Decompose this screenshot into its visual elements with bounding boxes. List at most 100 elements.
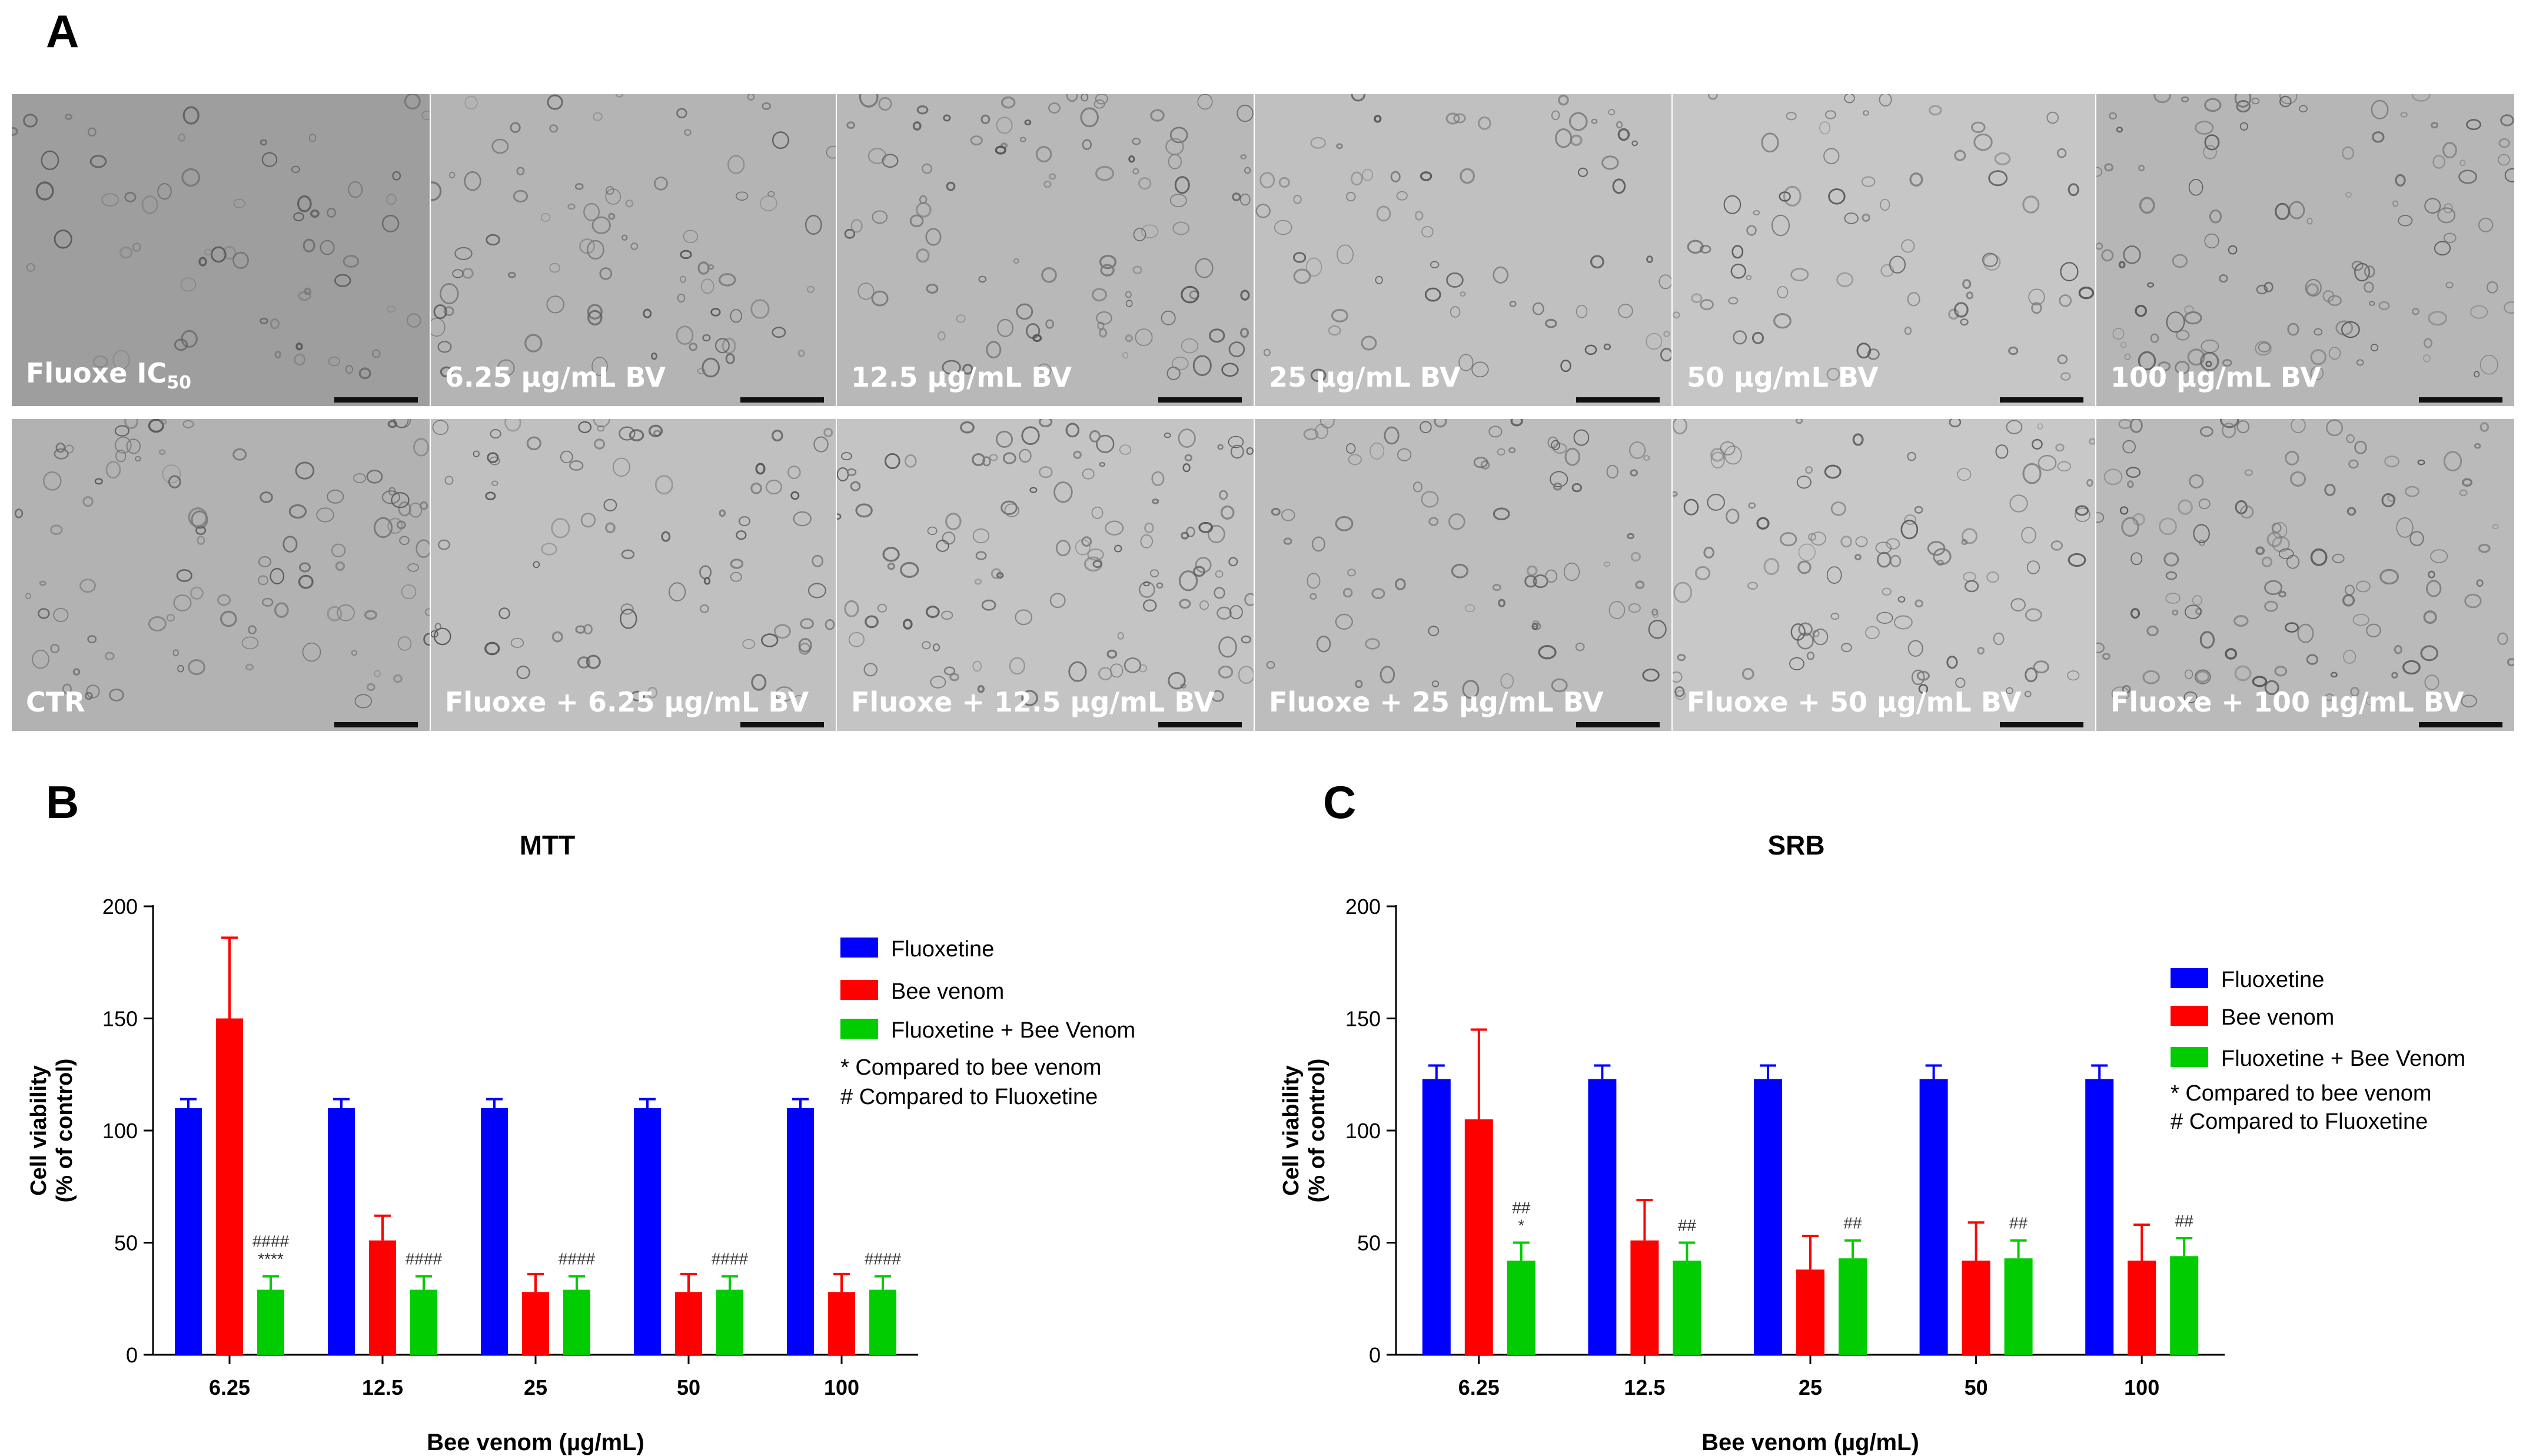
micrograph-image bbox=[837, 419, 1254, 731]
bar bbox=[869, 1289, 896, 1355]
bar bbox=[1796, 1269, 1824, 1355]
micrograph-image bbox=[2096, 94, 2514, 406]
chart-title: MTT bbox=[520, 830, 576, 860]
significance-marker: **** bbox=[258, 1250, 284, 1268]
micrograph-grid: Fluoxe IC50 6.25 µg/mL BV 12.5 µg/mL BV 25 … bbox=[12, 94, 2514, 731]
significance-marker: ## bbox=[1843, 1214, 1862, 1232]
bar bbox=[675, 1292, 702, 1355]
scale-bar bbox=[1576, 397, 1660, 403]
bar bbox=[1588, 1079, 1617, 1355]
y-axis-label: Cell viability bbox=[26, 1065, 51, 1196]
bar bbox=[216, 1018, 243, 1355]
micrograph-image bbox=[1673, 419, 2095, 731]
micrograph-label-text: Fluoxe + 6.25 µg/mL BV bbox=[445, 686, 809, 718]
legend-label: Fluoxetine bbox=[891, 937, 994, 962]
micrograph-label-text: Fluoxe + 50 µg/mL BV bbox=[1687, 686, 2022, 718]
micrograph-label-text: Fluoxe + 12.5 µg/mL BV bbox=[851, 686, 1215, 718]
x-tick-label: 25 bbox=[524, 1375, 547, 1400]
micrograph-label: 6.25 µg/mL BV bbox=[445, 361, 666, 393]
micrograph-label-text: CTR bbox=[26, 686, 85, 718]
scale-bar bbox=[1576, 722, 1660, 727]
bar bbox=[257, 1289, 284, 1355]
significance-marker: #### bbox=[252, 1232, 290, 1251]
micrograph-tile: Fluoxe + 50 µg/mL BV bbox=[1673, 419, 2095, 731]
micrograph-image bbox=[12, 94, 430, 406]
legend-note: * Compared to bee venom bbox=[840, 1055, 1102, 1080]
y-tick-label: 0 bbox=[126, 1343, 138, 1367]
micrograph-label: 25 µg/mL BV bbox=[1269, 361, 1461, 393]
y-tick-label: 100 bbox=[1345, 1119, 1381, 1143]
scale-bar bbox=[2000, 722, 2083, 727]
micrograph-label-text: Fluoxe IC bbox=[26, 357, 167, 389]
micrograph-tile: Fluoxe + 12.5 µg/mL BV bbox=[837, 419, 1254, 731]
micrograph-tile: CTR bbox=[12, 419, 430, 731]
micrograph-tile: Fluoxe + 100 µg/mL BV bbox=[2096, 419, 2514, 731]
bar bbox=[369, 1240, 396, 1355]
y-axis-label: (% of control) bbox=[52, 1059, 77, 1203]
y-tick-label: 150 bbox=[1345, 1007, 1381, 1031]
bar bbox=[1839, 1258, 1867, 1355]
y-tick-label: 200 bbox=[102, 895, 138, 919]
micrograph-label: Fluoxe + 50 µg/mL BV bbox=[1687, 686, 2022, 718]
x-tick-label: 12.5 bbox=[1624, 1375, 1665, 1400]
x-tick-label: 12.5 bbox=[362, 1375, 403, 1400]
legend-label: Bee venom bbox=[2221, 1005, 2334, 1030]
micrograph-tile: 100 µg/mL BV bbox=[2096, 94, 2514, 406]
bar bbox=[1754, 1079, 1782, 1355]
micrograph-tile: 6.25 µg/mL BV bbox=[431, 94, 836, 406]
srb-chart: SRB 0 50 100 150 200 Cell viability (% of contr… bbox=[1279, 830, 2465, 1455]
micrograph-label-text: 50 µg/mL BV bbox=[1687, 361, 1879, 393]
x-tick-label: 100 bbox=[824, 1375, 859, 1400]
micrograph-tile: Fluoxe IC50 bbox=[12, 94, 430, 406]
scale-bar bbox=[740, 397, 824, 403]
significance-marker: ## bbox=[1512, 1199, 1531, 1217]
micrograph-label: Fluoxe + 25 µg/mL BV bbox=[1269, 686, 1604, 718]
y-tick-label: 50 bbox=[1357, 1231, 1381, 1255]
bar bbox=[481, 1108, 508, 1355]
x-tick-label: 6.25 bbox=[1458, 1375, 1500, 1400]
bar bbox=[716, 1289, 743, 1355]
micrograph-tile: 12.5 µg/mL BV bbox=[837, 94, 1254, 406]
micrograph-label: Fluoxe + 12.5 µg/mL BV bbox=[851, 686, 1215, 718]
significance-marker: #### bbox=[865, 1250, 902, 1268]
bar bbox=[522, 1292, 549, 1355]
micrograph-label: 50 µg/mL BV bbox=[1687, 361, 1879, 393]
legend-note: # Compared to Fluoxetine bbox=[840, 1085, 1098, 1109]
bar bbox=[2085, 1079, 2114, 1355]
y-tick-label: 0 bbox=[1369, 1343, 1381, 1367]
significance-marker: * bbox=[1518, 1216, 1524, 1235]
significance-marker: ## bbox=[2009, 1214, 2028, 1232]
micrograph-label-text: Fluoxe + 100 µg/mL BV bbox=[2110, 686, 2464, 718]
bar bbox=[1464, 1119, 1493, 1355]
x-tick-label: 25 bbox=[1799, 1375, 1822, 1400]
y-tick-label: 100 bbox=[102, 1119, 138, 1143]
micrograph-label: Fluoxe + 100 µg/mL BV bbox=[2110, 686, 2464, 718]
micrograph-label-text: 12.5 µg/mL BV bbox=[851, 361, 1072, 393]
x-tick-label: 6.25 bbox=[209, 1375, 250, 1400]
micrograph-label-text: 6.25 µg/mL BV bbox=[445, 361, 666, 393]
panel-label-c: C bbox=[1323, 776, 1357, 828]
scale-bar bbox=[2419, 722, 2502, 727]
micrograph-tile: Fluoxe + 6.25 µg/mL BV bbox=[431, 419, 836, 731]
panel-label-b: B bbox=[46, 776, 79, 828]
bar bbox=[1507, 1260, 1535, 1355]
legend-swatch bbox=[2171, 968, 2208, 988]
legend-label: Fluoxetine + Bee Venom bbox=[2221, 1046, 2465, 1071]
y-axis-label: Cell viability bbox=[1279, 1065, 1304, 1196]
legend-label: Fluoxetine + Bee Venom bbox=[891, 1018, 1135, 1043]
bar bbox=[1630, 1240, 1659, 1355]
bar bbox=[828, 1292, 855, 1355]
legend-swatch bbox=[2171, 1006, 2208, 1026]
micrograph-row-combinations: CTR Fluoxe + 6.25 µg/mL BV Fluoxe + 12.5 µ… bbox=[12, 419, 2514, 731]
significance-marker: #### bbox=[559, 1250, 596, 1268]
micrograph-tile: Fluoxe + 25 µg/mL BV bbox=[1255, 419, 1671, 731]
legend-note: # Compared to Fluoxetine bbox=[2171, 1109, 2428, 1134]
micrograph-image bbox=[2096, 419, 2514, 731]
x-tick-label: 100 bbox=[2124, 1375, 2159, 1400]
scale-bar bbox=[1158, 722, 1242, 727]
significance-marker: #### bbox=[712, 1250, 749, 1268]
micrograph-image bbox=[1255, 94, 1671, 406]
scale-bar bbox=[334, 722, 418, 727]
bar bbox=[2128, 1260, 2156, 1355]
micrograph-tile: 25 µg/mL BV bbox=[1255, 94, 1671, 406]
